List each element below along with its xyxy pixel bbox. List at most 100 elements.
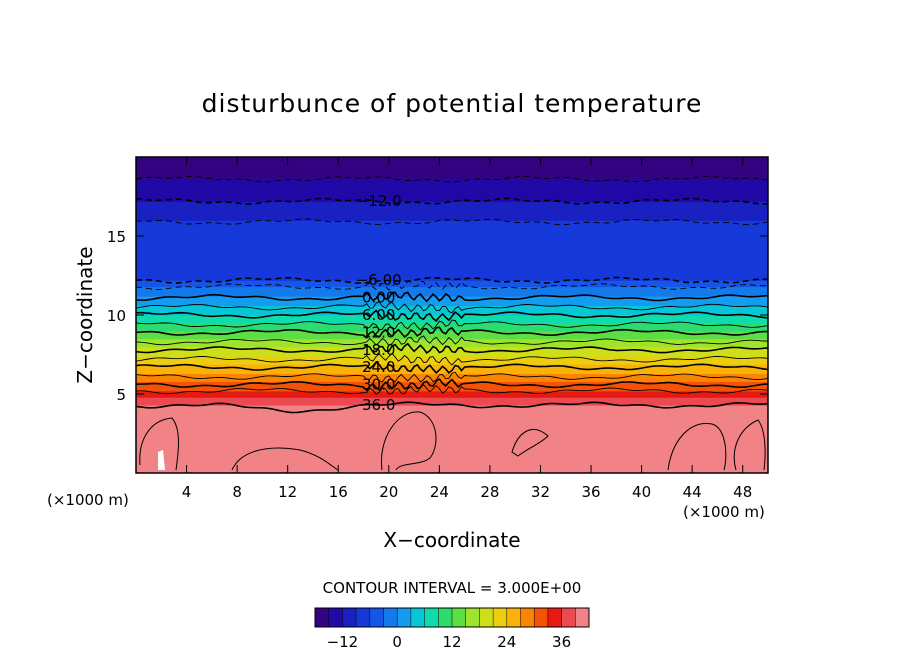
heatmap-band [136, 190, 768, 193]
x-unit-right: (×1000 m) [683, 503, 765, 521]
heatmap-band [136, 261, 768, 264]
colorbar-swatch [342, 608, 357, 627]
heatmap-band [136, 232, 768, 236]
heatmap-band [136, 408, 768, 411]
heatmap-band [136, 414, 768, 417]
heatmap-band [136, 172, 768, 175]
heatmap-band [136, 341, 768, 345]
heatmap-band [136, 379, 768, 382]
surface-contour [139, 417, 179, 471]
heatmap-band [136, 307, 768, 310]
x-tick-label: 44 [683, 483, 702, 501]
contour-line [136, 276, 768, 284]
heatmap-band [136, 463, 768, 466]
heatmap-band [136, 313, 768, 316]
colorbar-tick-label: 24 [497, 633, 516, 651]
heatmap-band [136, 188, 768, 191]
heatmap-band [136, 175, 768, 179]
contour-line [136, 280, 768, 291]
contour-label: −12.0 [356, 192, 402, 210]
heatmap-band [136, 198, 768, 201]
heatmap-band [136, 447, 768, 450]
x-axis-label: X−coordinate [383, 528, 520, 552]
heatmap-band [136, 471, 768, 473]
heatmap-band [136, 335, 768, 338]
heatmap-band [136, 199, 768, 202]
surface-contour [667, 423, 727, 471]
heatmap-band [136, 436, 768, 439]
heatmap-band [136, 348, 768, 351]
heatmap-band [136, 392, 768, 395]
heatmap-band [136, 212, 768, 215]
heatmap-band [136, 435, 768, 438]
contour-line [136, 378, 768, 392]
heatmap-band [136, 289, 768, 292]
heatmap-band [136, 220, 768, 223]
heatmap-band [136, 166, 768, 169]
heatmap-band [136, 433, 768, 436]
contour-label: 36.0 [362, 396, 395, 414]
heatmap-band [136, 318, 768, 321]
heatmap-band [136, 294, 768, 297]
x-tick-label: 20 [379, 483, 398, 501]
contour-line [136, 384, 768, 395]
colorbar-ticks: −12 0 12 24 36 [327, 633, 572, 651]
heatmap-band [136, 425, 768, 428]
contour-line [136, 335, 768, 346]
heatmap-band [136, 272, 768, 275]
heatmap-band [136, 245, 768, 248]
heatmap-band [136, 450, 768, 454]
surface-contour [380, 411, 437, 471]
colorbar-swatch [397, 608, 412, 627]
heatmap-band [136, 221, 768, 224]
heatmap-band [136, 398, 768, 401]
heatmap-band [136, 259, 768, 262]
colorbar-swatch [315, 608, 329, 627]
heatmap-band [136, 343, 768, 346]
heatmap-band [136, 457, 768, 460]
heatmap-band [136, 382, 768, 386]
heatmap-band [136, 449, 768, 452]
heatmap-band [136, 305, 768, 308]
heatmap-band [136, 280, 768, 283]
colorbar-swatch [575, 608, 590, 627]
heatmap-band [136, 292, 768, 296]
heatmap-band [136, 168, 768, 171]
x-tick-label: 48 [733, 483, 752, 501]
contour-interval-text: CONTOUR INTERVAL = 3.000E+00 [323, 579, 582, 597]
heatmap-band [136, 386, 768, 389]
heatmap-band [136, 324, 768, 327]
heatmap-band [136, 442, 768, 446]
colorbar-tick-label: −12 [327, 633, 359, 651]
heatmap-band [136, 322, 768, 326]
heatmap-band [136, 356, 768, 359]
colorbar-swatch [383, 608, 398, 627]
heatmap-band [136, 439, 768, 442]
heatmap-band [136, 258, 768, 261]
heatmap-band [136, 468, 768, 471]
heatmap-band [136, 352, 768, 356]
heatmap-band [136, 174, 768, 177]
heatmap-band [136, 297, 768, 300]
heatmap-band [136, 256, 768, 259]
colorbar-tick-label: 12 [442, 633, 461, 651]
y-tick-label: 5 [116, 386, 126, 404]
heatmap-band [136, 321, 768, 324]
heatmap-band [136, 381, 768, 384]
heatmap-band [136, 201, 768, 204]
heatmap-band [136, 395, 768, 398]
heatmap-band [136, 247, 768, 250]
heatmap-band [136, 228, 768, 231]
contour-line [136, 309, 768, 323]
heatmap-band [136, 182, 768, 185]
colorbar-tick-label: 36 [552, 633, 571, 651]
heatmap-band [136, 441, 768, 444]
heatmap-band [136, 164, 768, 168]
heatmap-band [136, 424, 768, 427]
heatmap-band [136, 302, 768, 305]
y-tick-label: 15 [107, 228, 126, 246]
heatmap-band [136, 185, 768, 188]
heatmap-band [136, 205, 768, 209]
surface-contour [733, 419, 766, 471]
heatmap-band [136, 239, 768, 242]
